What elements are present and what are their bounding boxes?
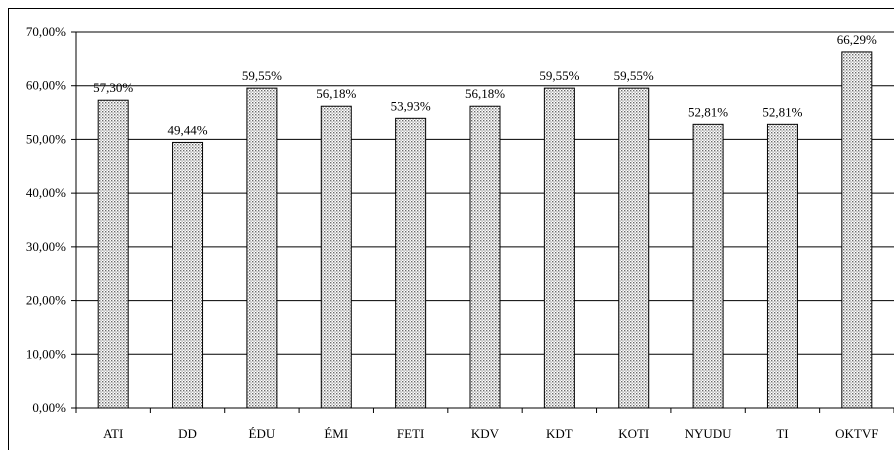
value-label: 57,30% (93, 80, 133, 95)
value-label: 56,18% (465, 86, 505, 101)
x-tick-label: ÉMI (324, 426, 348, 441)
value-label: 52,81% (762, 104, 802, 119)
y-tick-label: 60,00% (26, 78, 66, 93)
bar (842, 52, 872, 408)
bar (98, 100, 128, 408)
y-tick-label: 40,00% (26, 185, 66, 200)
value-label: 56,18% (316, 86, 356, 101)
value-label: 66,29% (837, 32, 877, 47)
bar (767, 124, 797, 408)
value-label: 59,55% (614, 68, 654, 83)
bar (693, 124, 723, 408)
value-label: 59,55% (242, 68, 282, 83)
x-tick-label: DD (178, 426, 197, 441)
bar (247, 88, 277, 408)
y-tick-label: 30,00% (26, 239, 66, 254)
bar (321, 106, 351, 408)
bar (396, 118, 426, 408)
x-tick-label: KOTI (618, 426, 649, 441)
x-tick-label: ATI (103, 426, 123, 441)
value-label: 59,55% (539, 68, 579, 83)
x-tick-label: KDV (471, 426, 500, 441)
bar (173, 142, 203, 408)
y-tick-label: 10,00% (26, 346, 66, 361)
x-tick-label: ÉDU (249, 426, 276, 441)
y-tick-label: 70,00% (26, 24, 66, 39)
x-tick-label: FETI (397, 426, 424, 441)
x-tick-label: KDT (546, 426, 573, 441)
bar (619, 88, 649, 408)
bar (470, 106, 500, 408)
x-tick-label: TI (776, 426, 788, 441)
frame (9, 9, 894, 451)
bar (544, 88, 574, 408)
value-label: 52,81% (688, 104, 728, 119)
x-tick-label: NYUDU (685, 426, 733, 441)
value-label: 49,44% (167, 122, 207, 137)
y-tick-label: 0,00% (32, 400, 66, 415)
y-tick-label: 20,00% (26, 293, 66, 308)
x-tick-label: OKTVF (835, 426, 878, 441)
value-label: 53,93% (391, 98, 431, 113)
y-tick-label: 50,00% (26, 131, 66, 146)
